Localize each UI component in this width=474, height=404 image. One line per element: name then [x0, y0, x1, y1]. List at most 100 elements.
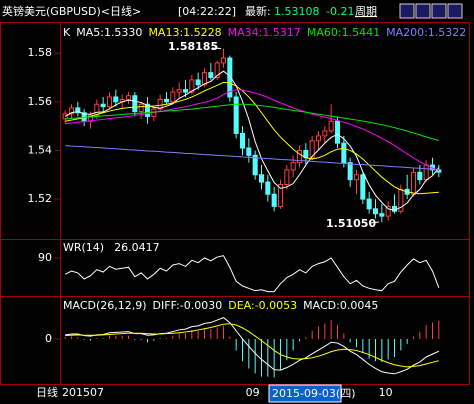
- candle-body: [233, 96, 239, 134]
- indicator-line: [65, 81, 439, 195]
- candle-body: [423, 164, 429, 181]
- candle-body: [75, 107, 81, 114]
- candle-body: [246, 147, 252, 156]
- cursor-date: 2015-09-03(四): [272, 387, 356, 400]
- indicator-line: [65, 103, 439, 141]
- candle-body: [94, 103, 100, 116]
- candle-body: [138, 103, 144, 113]
- legend-entry: MACD:0.0045: [303, 299, 378, 312]
- candle-body: [372, 208, 379, 215]
- candle-body: [385, 205, 391, 217]
- candle-body: [144, 103, 151, 117]
- indicator-line: [65, 89, 440, 172]
- candle-body: [157, 98, 163, 110]
- legend-entry: MA34:1.5317: [228, 26, 301, 39]
- legend-entry: MA13:1.5228: [148, 26, 221, 39]
- candle-body: [106, 96, 113, 108]
- candle-body: [322, 130, 328, 137]
- indicator-line: [65, 145, 439, 170]
- annotation-arrow: [369, 221, 380, 224]
- candle-body: [125, 95, 132, 100]
- candle-body: [290, 162, 296, 171]
- candle-body: [379, 213, 385, 217]
- candle-body: [315, 135, 322, 142]
- y-tick-label: 1.52: [28, 192, 53, 205]
- candle-body: [277, 184, 284, 207]
- legend-entry: WR(14): [63, 241, 104, 254]
- annotation-arrow: [211, 47, 222, 49]
- candle-body: [410, 171, 417, 195]
- candle-body: [208, 72, 214, 78]
- candle-body: [176, 89, 182, 93]
- candle-body: [417, 171, 423, 181]
- period-label: 日线: [36, 385, 58, 399]
- legend-entry: MA5:1.5330: [76, 26, 142, 39]
- period-button[interactable]: 周期: [355, 5, 377, 18]
- candle-body: [201, 72, 208, 86]
- candle-body: [353, 174, 360, 181]
- indicator-line: [64, 255, 440, 293]
- cursor-date-box: [268, 384, 342, 403]
- legend-entry: MA60:1.5441: [307, 26, 380, 39]
- latest-label: 最新:: [245, 4, 271, 18]
- candle-body: [436, 169, 442, 173]
- legend-entry: MA200:1.5322: [386, 26, 466, 39]
- candle-body: [220, 57, 227, 64]
- candle-body: [132, 95, 138, 113]
- candle-body: [62, 113, 68, 120]
- y-tick-label: 1.54: [28, 143, 53, 156]
- candle-body: [347, 162, 353, 181]
- candle-body: [113, 96, 119, 103]
- x-tick-label: 10: [379, 386, 393, 399]
- candle-body: [309, 140, 315, 159]
- candle-body: [252, 154, 258, 176]
- price-change: -0.21: [326, 5, 354, 18]
- candle-body: [182, 89, 189, 93]
- legend-entry: K: [63, 26, 71, 39]
- x-tick-label: 201507: [62, 386, 104, 399]
- legend-entry: 26.0417: [114, 241, 160, 254]
- window-title: 英镑美元(GBPUSD)<日线>: [2, 4, 141, 18]
- candle-body: [366, 198, 372, 210]
- candle-body: [195, 79, 201, 86]
- candle-body: [334, 120, 341, 144]
- candle-body: [227, 57, 233, 98]
- y-tick-label: 1.56: [28, 95, 53, 108]
- candle-body: [265, 181, 271, 195]
- icon-button[interactable]: [415, 3, 431, 19]
- icon-button[interactable]: [399, 3, 415, 19]
- candle-body: [341, 142, 347, 164]
- toolbar-icons: [399, 3, 463, 19]
- candle-body: [284, 169, 290, 185]
- clock: [04:22:22]: [178, 5, 236, 18]
- legend-entry: MACD(26,12,9): [63, 299, 147, 312]
- legend-entry: DIFF:-0.0030: [153, 299, 223, 312]
- icon-button[interactable]: [431, 3, 447, 19]
- low-annotation: 1.51050: [326, 217, 376, 230]
- indicator-line: [65, 323, 439, 368]
- frame: [0, 22, 470, 385]
- x-tick-label: 09: [246, 386, 260, 399]
- legend-entry: DEA:-0.0053: [228, 299, 297, 312]
- candle-body: [239, 132, 246, 149]
- candle-body: [296, 149, 303, 164]
- candle-body: [163, 98, 170, 103]
- candle-body: [100, 103, 106, 108]
- candle-body: [170, 91, 176, 103]
- candle-body: [214, 62, 220, 79]
- candle-body: [328, 120, 334, 132]
- icon-button[interactable]: [447, 3, 463, 19]
- candle-body: [271, 193, 277, 207]
- candle-body: [189, 79, 195, 93]
- y-tick-label: 90: [38, 251, 52, 264]
- indicator-line: [65, 317, 440, 375]
- high-annotation: 1.58185: [168, 40, 218, 53]
- y-tick-label: 1.58: [28, 46, 53, 59]
- y-tick-label: 0: [45, 332, 52, 345]
- candle-body: [258, 174, 265, 183]
- candle-body: [360, 174, 366, 200]
- indicator-line: [64, 70, 440, 211]
- latest-price: 1.53108: [274, 5, 320, 18]
- candle-body: [68, 107, 75, 115]
